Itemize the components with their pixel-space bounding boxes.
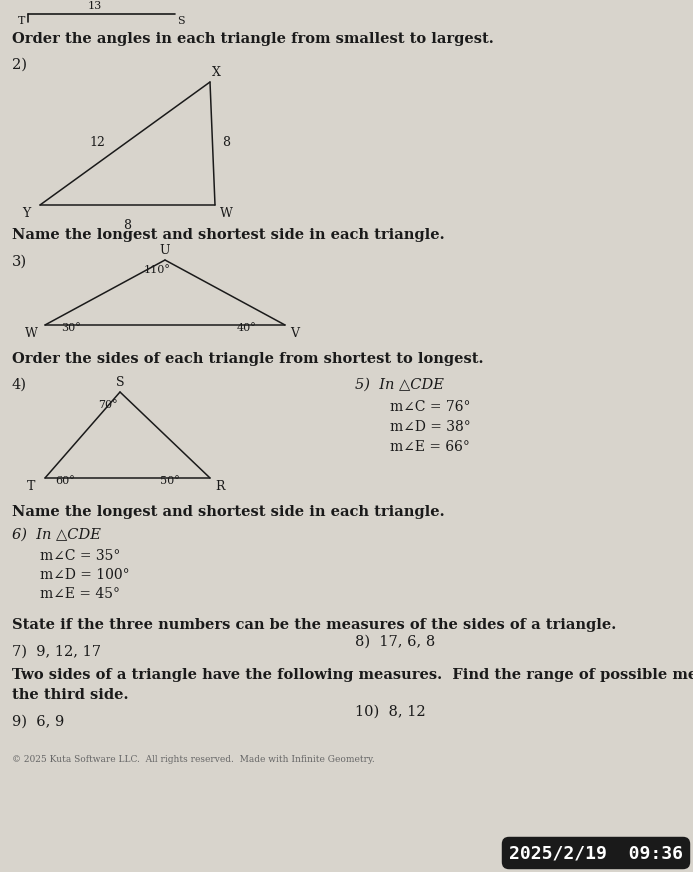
Text: 6)  In △CDE: 6) In △CDE — [12, 528, 101, 542]
Text: W: W — [25, 327, 38, 340]
Text: Two sides of a triangle have the following measures.  Find the range of possible: Two sides of a triangle have the followi… — [12, 668, 693, 682]
Text: 8)  17, 6, 8: 8) 17, 6, 8 — [355, 635, 435, 649]
Text: T: T — [27, 480, 35, 493]
Text: 40°: 40° — [237, 323, 256, 333]
Text: 8: 8 — [222, 137, 230, 149]
Text: the third side.: the third side. — [12, 688, 128, 702]
Text: Name the longest and shortest side in each triangle.: Name the longest and shortest side in ea… — [12, 228, 445, 242]
Text: S: S — [177, 16, 184, 26]
Text: 30°: 30° — [61, 323, 81, 333]
Text: T: T — [18, 16, 26, 26]
Text: Y: Y — [22, 207, 30, 220]
Text: 12: 12 — [89, 137, 105, 149]
Text: 110°: 110° — [143, 265, 170, 275]
Text: 70°: 70° — [98, 400, 118, 410]
Text: 60°: 60° — [55, 476, 75, 486]
Text: m∠C = 76°: m∠C = 76° — [390, 400, 471, 414]
Text: 13: 13 — [88, 1, 102, 11]
Text: S: S — [116, 376, 124, 389]
Text: m∠D = 100°: m∠D = 100° — [40, 568, 130, 582]
Text: m∠E = 66°: m∠E = 66° — [390, 440, 470, 454]
Text: 3): 3) — [12, 255, 27, 269]
Text: 5)  In △CDE: 5) In △CDE — [355, 378, 444, 392]
Text: 10)  8, 12: 10) 8, 12 — [355, 705, 426, 719]
Text: 8: 8 — [123, 219, 131, 232]
Text: m∠C = 35°: m∠C = 35° — [40, 549, 121, 563]
Text: W: W — [220, 207, 233, 220]
Text: 50°: 50° — [160, 476, 179, 486]
Text: U: U — [160, 244, 170, 257]
Text: Name the longest and shortest side in each triangle.: Name the longest and shortest side in ea… — [12, 505, 445, 519]
Text: Order the angles in each triangle from smallest to largest.: Order the angles in each triangle from s… — [12, 32, 493, 46]
Text: 9)  6, 9: 9) 6, 9 — [12, 715, 64, 729]
Text: X: X — [212, 66, 221, 79]
Text: R: R — [215, 480, 225, 493]
Text: V: V — [290, 327, 299, 340]
Text: 7)  9, 12, 17: 7) 9, 12, 17 — [12, 645, 101, 659]
Text: m∠D = 38°: m∠D = 38° — [390, 420, 471, 434]
Text: © 2025 Kuta Software LLC.  All rights reserved.  Made with Infinite Geometry.: © 2025 Kuta Software LLC. All rights res… — [12, 755, 375, 764]
Text: Order the sides of each triangle from shortest to longest.: Order the sides of each triangle from sh… — [12, 352, 484, 366]
Text: 2): 2) — [12, 58, 27, 72]
Text: State if the three numbers can be the measures of the sides of a triangle.: State if the three numbers can be the me… — [12, 618, 616, 632]
Text: m∠E = 45°: m∠E = 45° — [40, 587, 120, 601]
Text: 2025/2/19  09:36: 2025/2/19 09:36 — [509, 844, 683, 862]
Text: 4): 4) — [12, 378, 27, 392]
